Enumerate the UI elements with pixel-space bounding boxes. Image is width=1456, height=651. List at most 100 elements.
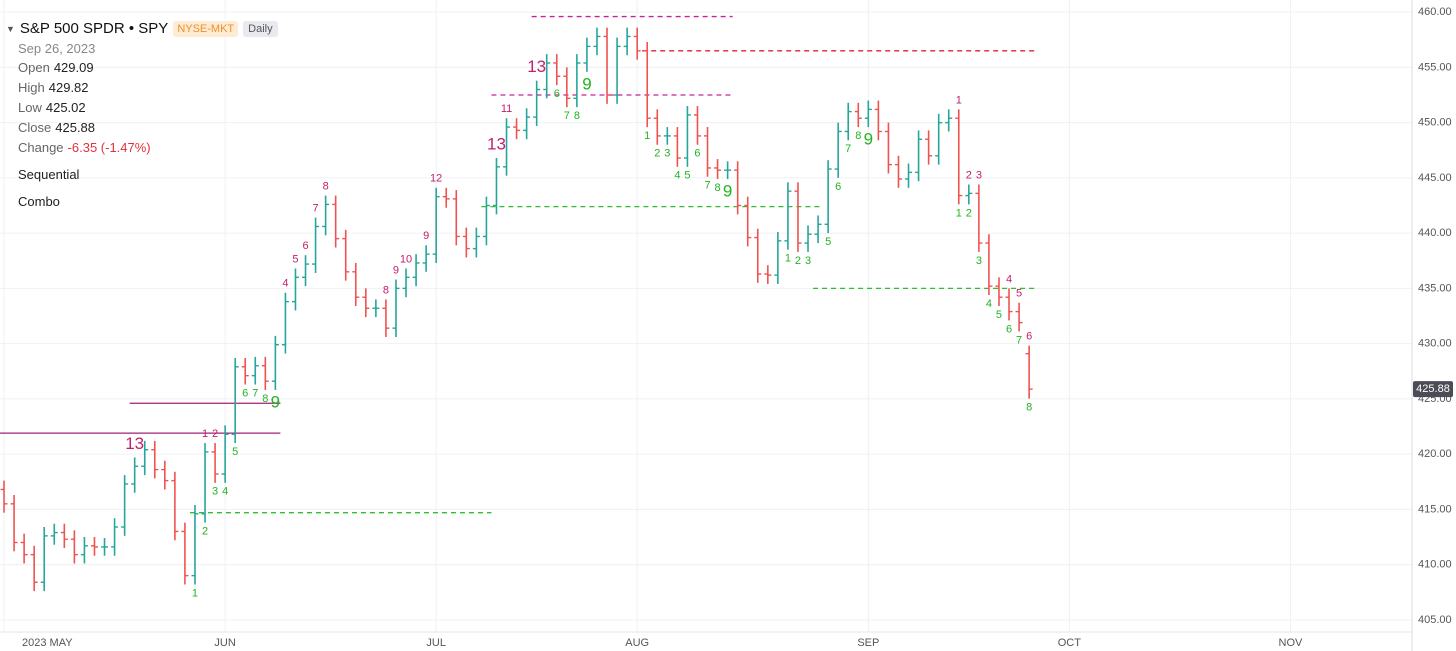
count-label: 2 bbox=[795, 255, 801, 267]
x-tick-label: OCT bbox=[1058, 637, 1082, 649]
count-label: 8 bbox=[262, 393, 268, 405]
y-tick-label: 420.00 bbox=[1418, 448, 1452, 460]
info-value: 425.02 bbox=[45, 100, 86, 115]
count-label: 5 bbox=[996, 309, 1002, 321]
count-label: 8 bbox=[574, 110, 580, 122]
info-value: 429.82 bbox=[48, 80, 89, 95]
count-label: 6 bbox=[694, 148, 700, 160]
count-label: 3 bbox=[212, 486, 218, 498]
count-label: 9 bbox=[423, 230, 429, 242]
info-value: 425.88 bbox=[55, 120, 96, 135]
count-label: 7 bbox=[252, 387, 258, 399]
count-label: 1 bbox=[956, 94, 962, 106]
info-row: Change -6.35 (-1.47%) bbox=[18, 140, 278, 155]
x-tick-label: NOV bbox=[1279, 637, 1304, 649]
y-tick-label: 430.00 bbox=[1418, 338, 1452, 350]
y-tick-label: 460.00 bbox=[1418, 6, 1452, 18]
count-label: 6 bbox=[1006, 323, 1012, 335]
x-tick-label: SEP bbox=[857, 637, 879, 649]
price-tag-label: 425.88 bbox=[1416, 383, 1450, 395]
count-label: 2 bbox=[654, 148, 660, 160]
count-label: 9 bbox=[393, 264, 399, 276]
count-label: 1 bbox=[202, 428, 208, 440]
title-row: ▼ S&P 500 SPDR • SPY NYSE-MKT Daily bbox=[6, 20, 278, 37]
count-label: 3 bbox=[976, 169, 982, 181]
count-label: 7 bbox=[1016, 334, 1022, 346]
count-label: 6 bbox=[554, 88, 560, 100]
count-label: 2 bbox=[966, 169, 972, 181]
count-label: 8 bbox=[383, 284, 389, 296]
count-label: 3 bbox=[664, 148, 670, 160]
info-row: High 429.82 bbox=[18, 80, 278, 95]
symbol-title: S&P 500 SPDR • SPY bbox=[19, 20, 169, 37]
count-label: 1 bbox=[644, 130, 650, 142]
count-label: 9 bbox=[723, 181, 732, 200]
count-label: 1 bbox=[785, 253, 791, 265]
count-label: 8 bbox=[715, 182, 721, 194]
interval-badge[interactable]: Daily bbox=[243, 20, 278, 37]
count-label: 9 bbox=[864, 130, 873, 149]
count-label: 4 bbox=[986, 298, 992, 310]
info-row: Low 425.02 bbox=[18, 100, 278, 115]
count-label: 1 bbox=[192, 587, 198, 599]
count-label: 2 bbox=[202, 526, 208, 538]
y-tick-label: 405.00 bbox=[1418, 614, 1452, 626]
count-label: 5 bbox=[684, 170, 690, 182]
bar-date: Sep 26, 2023 bbox=[18, 41, 96, 56]
count-label: 10 bbox=[400, 253, 412, 265]
y-tick-label: 455.00 bbox=[1418, 61, 1452, 73]
indicator-name[interactable]: Combo bbox=[18, 194, 60, 209]
info-row: Open 429.09 bbox=[18, 60, 278, 75]
count-label: 5 bbox=[292, 253, 298, 265]
count-label: 7 bbox=[313, 203, 319, 215]
x-tick-label: JUN bbox=[214, 637, 235, 649]
count-label: 8 bbox=[1026, 402, 1032, 414]
count-label: 6 bbox=[835, 181, 841, 193]
count-label: 5 bbox=[1016, 288, 1022, 300]
y-tick-label: 435.00 bbox=[1418, 282, 1452, 294]
count-label: 6 bbox=[242, 387, 248, 399]
info-value: 429.09 bbox=[53, 60, 94, 75]
count-label: 13 bbox=[527, 57, 546, 76]
price-tag bbox=[1413, 381, 1453, 398]
count-label: 4 bbox=[222, 486, 228, 498]
count-label: 2 bbox=[212, 428, 218, 440]
ohlc-rows: Open 429.09 High 429.82 Low 425.02 Close 425.88… bbox=[6, 60, 278, 155]
count-label: 3 bbox=[976, 255, 982, 267]
count-label: 8 bbox=[855, 130, 861, 142]
count-label: 3 bbox=[805, 255, 811, 267]
info-value: -6.35 (-1.47%) bbox=[67, 140, 151, 155]
count-label: 5 bbox=[232, 446, 238, 458]
y-tick-label: 450.00 bbox=[1418, 117, 1452, 129]
info-label: Change bbox=[18, 140, 64, 155]
info-panel: ▼ S&P 500 SPDR • SPY NYSE-MKT Daily Sep … bbox=[6, 20, 278, 209]
indicators: Sequential Combo bbox=[6, 167, 278, 209]
x-tick-label: 2023 MAY bbox=[22, 637, 73, 649]
count-label: 7 bbox=[845, 143, 851, 155]
y-tick-label: 440.00 bbox=[1418, 227, 1452, 239]
count-label: 4 bbox=[1006, 273, 1012, 285]
indicator-name[interactable]: Sequential bbox=[18, 167, 80, 182]
y-tick-label: 415.00 bbox=[1418, 503, 1452, 515]
count-label: 6 bbox=[1026, 331, 1032, 343]
count-label: 8 bbox=[323, 180, 329, 192]
count-label: 9 bbox=[582, 74, 591, 93]
x-tick-label: AUG bbox=[625, 637, 649, 649]
count-label: 13 bbox=[125, 434, 144, 453]
count-label: 13 bbox=[487, 134, 506, 153]
count-label: 1 bbox=[956, 207, 962, 219]
y-tick-label: 410.00 bbox=[1418, 559, 1452, 571]
collapse-caret[interactable]: ▼ bbox=[6, 23, 15, 34]
count-label: 7 bbox=[704, 180, 710, 192]
info-row: Close 425.88 bbox=[18, 120, 278, 135]
count-label: 4 bbox=[674, 170, 680, 182]
info-label: Low bbox=[18, 100, 42, 115]
info-label: Open bbox=[18, 60, 50, 75]
count-label: 6 bbox=[302, 240, 308, 252]
exchange-badge: NYSE-MKT bbox=[173, 20, 239, 37]
count-label: 11 bbox=[501, 103, 512, 115]
info-label: Close bbox=[18, 120, 52, 135]
count-label: 2 bbox=[966, 207, 972, 219]
